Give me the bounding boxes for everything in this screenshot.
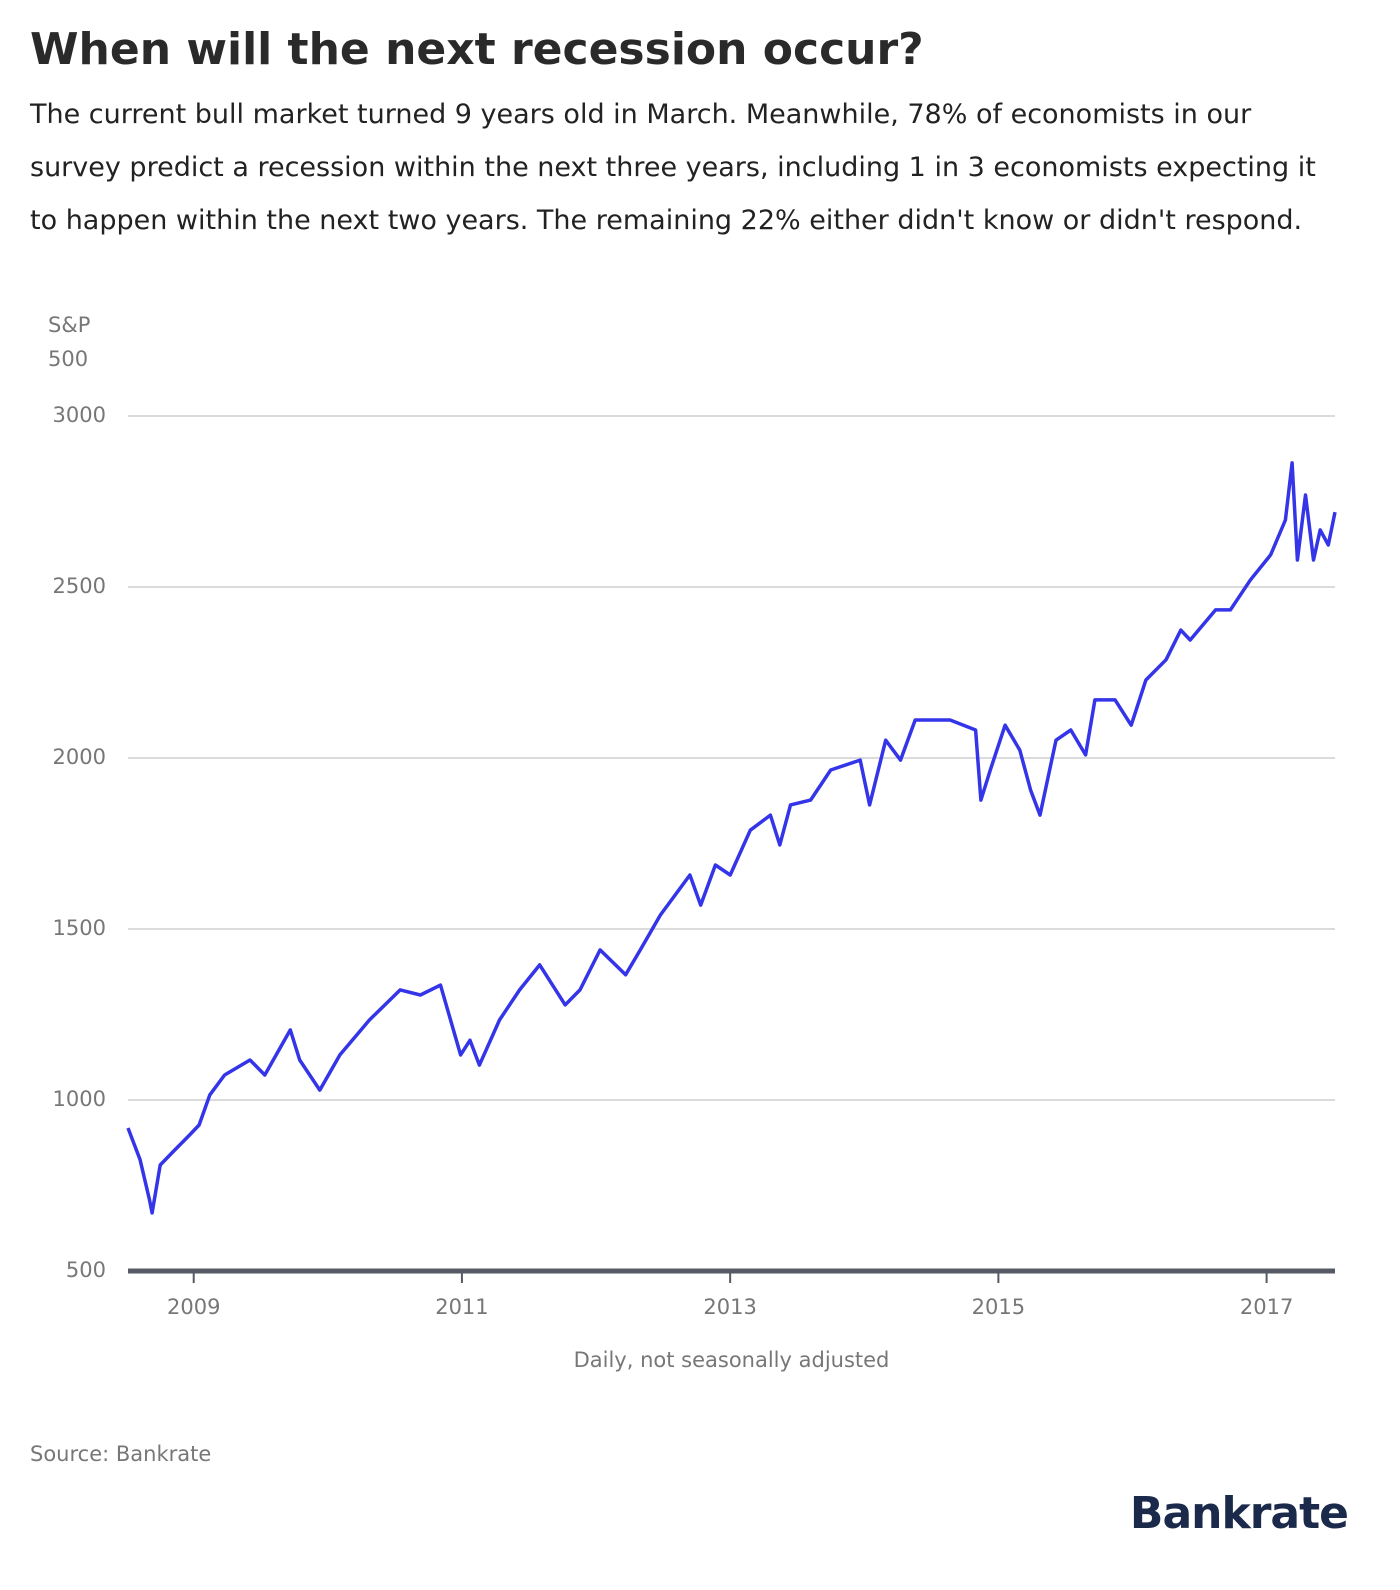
chart-title: When will the next recession occur? xyxy=(30,24,924,75)
x-tick-label: 2013 xyxy=(703,1295,756,1319)
logo: Bankrate xyxy=(1129,1488,1349,1539)
y-tick-label: 3000 xyxy=(53,403,106,427)
y-tick-label: 2000 xyxy=(53,745,106,769)
x-tick-label: 2009 xyxy=(167,1295,220,1319)
y-tick-label: 500 xyxy=(66,1258,106,1282)
x-axis-label: Daily, not seasonally adjusted xyxy=(573,1348,890,1372)
x-tick-label: 2015 xyxy=(972,1295,1025,1319)
y-tick-label: 1000 xyxy=(53,1087,106,1111)
x-tick-label: 2017 xyxy=(1240,1295,1293,1319)
source: Source: Bankrate xyxy=(30,1442,212,1466)
y-axis-label: S&P 500 xyxy=(48,313,91,371)
x-tick-label: 2011 xyxy=(435,1295,488,1319)
y-tick-label: 2500 xyxy=(53,574,106,598)
y-tick-label: 1500 xyxy=(53,916,106,940)
chart-subtitle: The current bull market turned 9 years o… xyxy=(30,99,1316,236)
line-series xyxy=(126,461,1337,1215)
